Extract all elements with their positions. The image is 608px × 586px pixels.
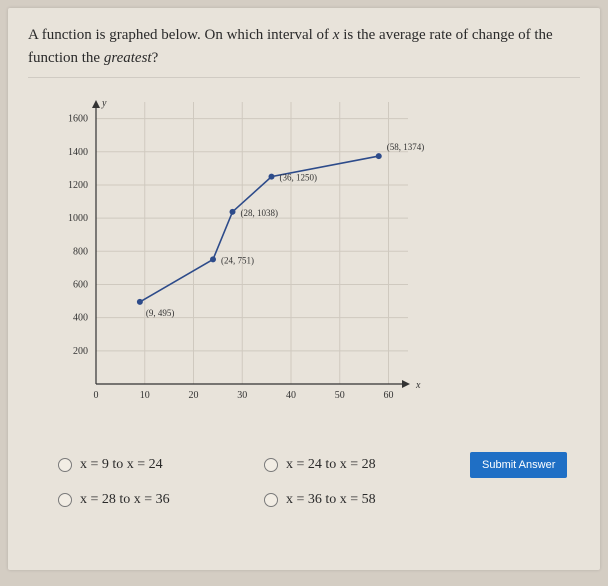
svg-text:10: 10 (140, 390, 150, 401)
svg-text:200: 200 (73, 346, 88, 357)
svg-text:600: 600 (73, 279, 88, 290)
option-d[interactable]: x = 36 to x = 58 (264, 492, 434, 508)
svg-text:(28, 1038): (28, 1038) (241, 208, 279, 218)
radio-icon (264, 493, 278, 507)
svg-text:1600: 1600 (68, 114, 88, 125)
svg-text:1200: 1200 (68, 180, 88, 191)
option-a-label: x = 9 to x = 24 (80, 457, 163, 473)
svg-text:40: 40 (286, 390, 296, 401)
option-b[interactable]: x = 24 to x = 28 (264, 457, 434, 473)
radio-icon (58, 458, 72, 472)
option-c[interactable]: x = 28 to x = 36 (58, 492, 228, 508)
option-b-label: x = 24 to x = 28 (286, 457, 376, 473)
svg-text:y: y (101, 98, 107, 109)
svg-text:1000: 1000 (68, 213, 88, 224)
svg-text:20: 20 (189, 390, 199, 401)
svg-text:800: 800 (73, 246, 88, 257)
question-post: ? (152, 50, 159, 66)
chart: 0 10 20 30 40 50 60 200 400 600 800 1000 1200 1400 160… (48, 92, 428, 412)
svg-text:(36, 1250): (36, 1250) (280, 173, 318, 183)
option-a[interactable]: x = 9 to x = 24 (58, 457, 228, 473)
radio-icon (58, 493, 72, 507)
svg-text:50: 50 (335, 390, 345, 401)
svg-text:(58, 1374): (58, 1374) (387, 142, 425, 152)
svg-text:400: 400 (73, 313, 88, 324)
option-d-label: x = 36 to x = 58 (286, 492, 376, 508)
svg-text:60: 60 (384, 390, 394, 401)
svg-text:(9, 495): (9, 495) (146, 308, 175, 318)
question-emph: greatest (104, 50, 152, 66)
svg-text:1400: 1400 (68, 147, 88, 158)
svg-text:30: 30 (237, 390, 247, 401)
radio-icon (264, 458, 278, 472)
question-text: A function is graphed below. On which in… (28, 24, 580, 78)
option-c-label: x = 28 to x = 36 (80, 492, 170, 508)
svg-text:x: x (415, 380, 421, 391)
answer-options: x = 9 to x = 24 x = 24 to x = 28 Submit … (58, 452, 580, 508)
submit-button[interactable]: Submit Answer (470, 452, 567, 478)
svg-text:(24, 751): (24, 751) (221, 255, 254, 265)
svg-text:0: 0 (94, 390, 99, 401)
question-pre: A function is graphed below. On which in… (28, 27, 333, 43)
